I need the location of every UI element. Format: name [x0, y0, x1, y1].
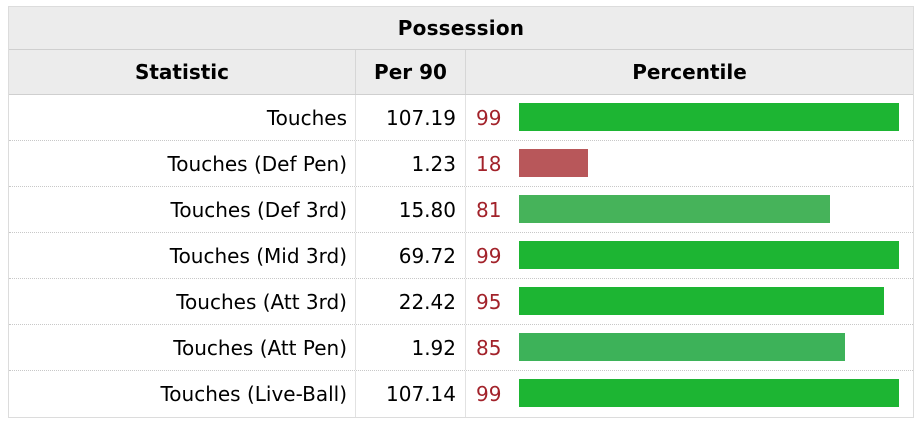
per90-cell: 1.23: [355, 141, 465, 186]
per90-cell: 69.72: [355, 233, 465, 278]
percentile-bar: [519, 195, 830, 223]
percentile-cell: 99: [465, 95, 913, 140]
table-row: Touches (Live-Ball) 107.14 99: [9, 371, 913, 417]
table-body: Touches 107.19 99 Touches (Def Pen) 1.23 18 To…: [9, 95, 913, 417]
percentile-bar: [519, 287, 884, 315]
statistic-cell: Touches (Att Pen): [173, 335, 347, 360]
percentile-cell: 95: [465, 279, 913, 324]
table-row: Touches (Def 3rd) 15.80 81: [9, 187, 913, 233]
per90-cell: 1.92: [355, 325, 465, 370]
percentile-value: 95: [476, 289, 502, 314]
percentile-cell: 99: [465, 371, 913, 417]
statistic-cell: Touches (Def 3rd): [170, 197, 347, 222]
table-row: Touches (Att Pen) 1.92 85: [9, 325, 913, 371]
table-row: Touches (Att 3rd) 22.42 95: [9, 279, 913, 325]
percentile-cell: 81: [465, 187, 913, 232]
statistic-cell: Touches (Att 3rd): [176, 289, 347, 314]
statistic-cell: Touches (Live-Ball): [160, 382, 347, 406]
table-caption: Possession: [9, 7, 913, 50]
percentile-cell: 18: [465, 141, 913, 186]
percentile-value: 85: [476, 335, 502, 360]
percentile-bar: [519, 379, 900, 407]
statistic-cell: Touches: [266, 105, 347, 130]
percentile-bar: [519, 333, 846, 361]
percentile-bar: [519, 103, 900, 131]
per90-cell: 22.42: [355, 279, 465, 324]
table-row: Touches (Mid 3rd) 69.72 99: [9, 233, 913, 279]
column-header-percentile[interactable]: Percentile: [465, 50, 913, 94]
percentile-value: 99: [476, 243, 502, 268]
percentile-bar: [519, 241, 900, 269]
column-header-statistic[interactable]: Statistic: [134, 60, 230, 84]
table-row: Touches 107.19 99: [9, 95, 913, 141]
possession-table: Possession Statistic Per 90 Percentile T…: [8, 6, 914, 418]
percentile-cell: 85: [465, 325, 913, 370]
percentile-bar: [519, 149, 589, 177]
percentile-value: 99: [476, 382, 502, 406]
per90-cell: 107.19: [355, 95, 465, 140]
column-header-per90[interactable]: Per 90: [355, 50, 465, 94]
percentile-value: 81: [476, 197, 502, 222]
per90-cell: 15.80: [355, 187, 465, 232]
per90-cell: 107.14: [355, 371, 465, 417]
percentile-value: 18: [476, 151, 502, 176]
table-header: Statistic Per 90 Percentile: [9, 50, 913, 95]
statistic-cell: Touches (Def Pen): [167, 151, 347, 176]
percentile-value: 99: [476, 105, 502, 130]
table-row: Touches (Def Pen) 1.23 18: [9, 141, 913, 187]
percentile-cell: 99: [465, 233, 913, 278]
statistic-cell: Touches (Mid 3rd): [169, 243, 347, 268]
